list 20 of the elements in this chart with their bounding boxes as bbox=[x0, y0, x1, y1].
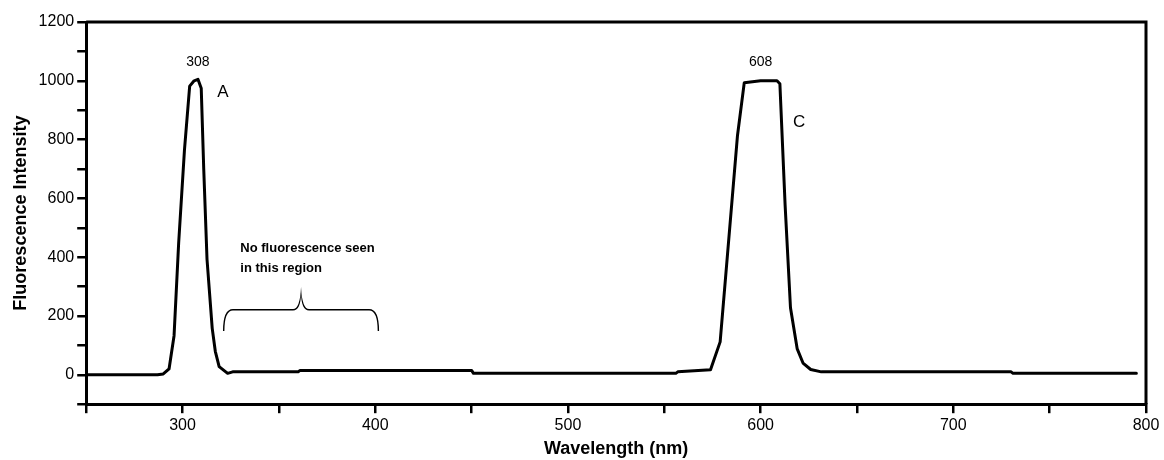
y-axis-title: Fluorescence Intensity bbox=[9, 115, 30, 311]
x-tick-label: 300 bbox=[169, 416, 196, 434]
annotation: 608 bbox=[748, 52, 773, 69]
y-tick-label: 200 bbox=[47, 306, 75, 324]
y-tick-label: 600 bbox=[47, 188, 75, 206]
annotation: A bbox=[217, 82, 230, 102]
annotation: No fluorescence seen in this region bbox=[240, 239, 375, 275]
x-tick-label: 700 bbox=[939, 416, 967, 434]
y-tick-label: 400 bbox=[47, 247, 75, 265]
y-tick-label: 1000 bbox=[38, 71, 75, 89]
x-tick-label: 400 bbox=[361, 416, 389, 434]
y-tick-label: 1200 bbox=[38, 12, 75, 30]
x-tick-label: 600 bbox=[747, 416, 775, 434]
x-tick-label: 800 bbox=[1132, 416, 1160, 434]
annotation: 308 bbox=[186, 52, 210, 69]
annotation: C bbox=[793, 111, 806, 131]
x-axis-title: Wavelength (nm) bbox=[543, 438, 689, 459]
x-tick-label: 500 bbox=[554, 416, 582, 434]
y-tick-label: 800 bbox=[47, 130, 75, 148]
y-tick-label: 0 bbox=[65, 365, 75, 383]
